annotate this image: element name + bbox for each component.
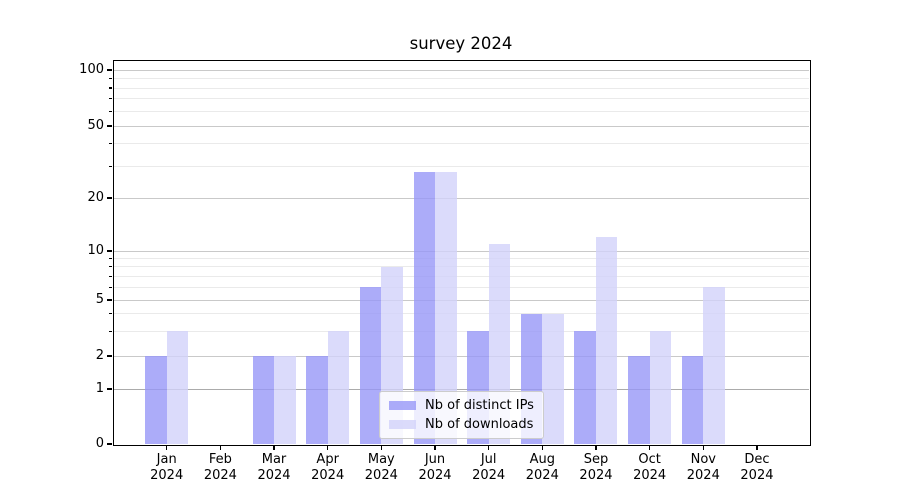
x-tick [166,445,168,450]
x-tick-label: Aug 2024 [525,452,559,483]
major-gridline [113,125,809,127]
bar-downloads-jun [435,171,457,444]
x-tick-label: Mar 2024 [257,452,291,483]
x-tick-label: Apr 2024 [311,452,345,483]
minor-gridline [113,143,809,145]
bar-ips-mar [252,356,275,444]
minor-gridline [113,78,809,79]
legend-label: Nb of downloads [425,417,534,432]
bar-ips-apr [306,356,328,444]
legend-swatch-ips [389,400,416,411]
y-minor-tick [109,257,112,260]
y-tick-label: 5 [95,292,104,307]
x-tick-label: Sep 2024 [579,452,613,483]
x-tick [541,445,543,450]
major-gridline [113,69,809,71]
y-tick [107,388,112,390]
y-tick [107,125,112,127]
legend-label: Nb of distinct IPs [425,398,534,413]
legend-item: Nb of distinct IPs [389,396,534,415]
x-tick [434,445,436,450]
x-tick-label: Jan 2024 [150,452,184,483]
bar-ips-nov [681,356,704,444]
bar-downloads-oct [649,331,672,444]
major-gridline [113,250,809,252]
x-tick-label: Nov 2024 [686,452,720,483]
y-tick-label: 2 [95,348,104,363]
y-tick [107,250,112,252]
x-tick [649,445,651,450]
bar-ips-jun [413,171,435,444]
x-tick [702,445,704,450]
y-minor-tick [109,313,112,315]
y-tick-label: 100 [79,62,104,77]
bar-ips-oct [628,356,650,444]
x-tick-label: Oct 2024 [633,452,667,483]
y-minor-tick [109,98,112,100]
bar-ips-jan [145,356,167,444]
y-tick [107,299,112,301]
bar-downloads-jan [166,331,189,444]
y-tick-label: 0 [95,436,104,451]
minor-gridline [113,98,809,100]
y-tick-label: 1 [95,381,104,396]
y-minor-tick [109,165,112,167]
bar-downloads-sep [595,237,618,444]
major-gridline [113,197,809,199]
bar-downloads-aug [542,313,564,444]
y-tick-label: 50 [87,118,104,133]
y-minor-tick [109,142,112,145]
y-minor-tick [109,286,112,288]
y-tick-label: 20 [87,190,104,205]
y-minor-tick [109,77,112,80]
y-minor-tick [109,275,112,277]
y-minor-tick [109,110,112,112]
y-minor-tick [109,266,112,268]
bar-downloads-nov [703,287,725,444]
major-gridline [113,299,809,301]
minor-gridline [113,165,809,167]
y-tick [107,443,112,445]
x-tick-label: Jul 2024 [472,452,506,483]
x-tick [219,445,221,450]
bar-downloads-apr [327,331,350,444]
y-tick [107,197,112,199]
y-minor-tick [109,87,112,89]
x-tick [756,445,758,450]
legend: Nb of distinct IPs Nb of downloads [379,391,544,439]
x-tick [327,445,329,450]
minor-gridline [113,110,809,112]
bar-downloads-mar [274,356,296,444]
major-gridline [113,388,809,390]
legend-swatch-downloads [389,419,416,430]
x-tick-label: Dec 2024 [740,452,774,483]
minor-gridline [113,87,809,89]
bar-ips-may [359,287,382,444]
minor-gridline [113,266,809,268]
minor-gridline [113,275,809,277]
y-tick [107,355,112,357]
y-tick [107,69,112,71]
x-tick [380,445,382,450]
x-tick-label: Jun 2024 [418,452,452,483]
y-minor-tick [109,330,112,332]
minor-gridline [113,257,809,259]
x-tick [595,445,597,450]
minor-gridline [113,313,809,315]
x-tick [273,445,275,450]
bar-ips-sep [574,331,596,444]
y-tick-label: 10 [87,243,104,258]
minor-gridline [113,286,809,288]
legend-item: Nb of downloads [389,415,534,434]
x-tick [488,445,490,450]
chart-title: survey 2024 [409,34,513,53]
minor-gridline [113,330,809,332]
x-tick-label: Feb 2024 [203,452,237,483]
x-tick-label: May 2024 [364,452,398,483]
major-gridline [113,355,809,357]
